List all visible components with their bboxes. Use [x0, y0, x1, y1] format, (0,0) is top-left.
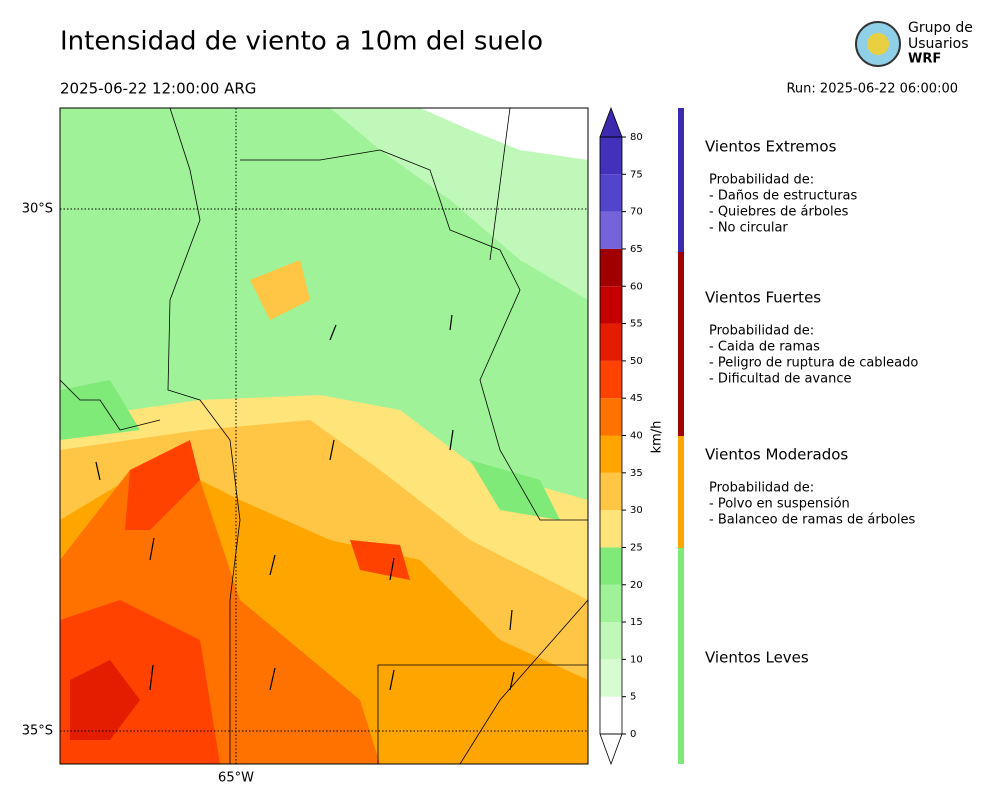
lat-label: 35°S	[22, 724, 53, 739]
colorbar-segment	[600, 472, 622, 511]
colorbar-segment	[600, 435, 622, 473]
colorbar-tick-label: 75	[630, 169, 643, 180]
colorbar-segment	[600, 659, 622, 697]
colorbar-tick-label: 60	[630, 281, 643, 292]
colorbar-label: km/h	[650, 421, 665, 454]
colorbar-segment	[600, 174, 622, 212]
colorbar-segment	[600, 547, 622, 585]
category-item: - Polvo en suspensión	[709, 497, 850, 512]
colorbar: 0 5 10 15 20 25 30 35 40 45 50 55 60 65 70 75 80	[599, 106, 643, 766]
category-title: Vientos Leves	[705, 649, 809, 667]
logo: Grupo de Usuarios WRF	[855, 20, 973, 67]
category-item: - Dificultad de avance	[709, 372, 851, 387]
colorbar-over	[599, 106, 623, 138]
colorbar-tick-label: 15	[630, 617, 643, 628]
colorbar-segment	[600, 248, 622, 287]
colorbar-tick-label: 45	[630, 393, 643, 404]
valid-time: 2025-06-22 12:00:00 ARG	[60, 80, 256, 98]
colorbar-segment	[600, 286, 622, 324]
logo-text: Usuarios	[908, 36, 969, 52]
colorbar-tick-label: 80	[630, 132, 643, 143]
category-item: - Balanceo de ramas de árboles	[709, 513, 915, 528]
category-bar	[678, 548, 684, 764]
colorbar-tick-label: 20	[630, 580, 643, 591]
category-item: - Daños de estructuras	[709, 189, 858, 204]
colorbar-tick-label: 70	[630, 207, 643, 218]
colorbar-tick-label: 65	[630, 244, 643, 255]
category-item: - No circular	[709, 221, 788, 236]
colorbar-segment	[600, 584, 622, 623]
colorbar-segment	[600, 398, 622, 436]
colorbar-tick-label: 25	[630, 542, 643, 553]
colorbar-segment	[600, 323, 622, 361]
colorbar-segment	[600, 622, 622, 660]
category-bar	[678, 252, 684, 436]
category-item: - Peligro de ruptura de cableado	[709, 356, 918, 371]
category-item: - Quiebres de árboles	[709, 205, 849, 220]
colorbar-segment	[600, 360, 622, 399]
category-title: Vientos Moderados	[705, 446, 848, 464]
colorbar-tick-label: 55	[630, 319, 643, 330]
category-heading: Probabilidad de:	[709, 173, 814, 188]
category-title: Vientos Extremos	[705, 138, 837, 156]
logo-text: WRF	[908, 52, 941, 67]
category-title: Vientos Fuertes	[705, 289, 821, 307]
colorbar-segment	[600, 696, 622, 734]
lat-label: 30°S	[22, 202, 53, 217]
lon-label: 65°W	[218, 771, 254, 786]
colorbar-tick-label: 5	[630, 692, 636, 703]
category-item: - Caida de ramas	[709, 340, 820, 355]
colorbar-tick-label: 30	[630, 505, 643, 516]
map-frame	[59, 107, 589, 765]
colorbar-tick-label: 0	[630, 729, 636, 740]
colorbar-segment	[600, 211, 622, 249]
logo-text: Grupo de	[908, 20, 973, 36]
colorbar-segment	[600, 510, 622, 548]
category-bar	[678, 436, 684, 548]
title: Intensidad de viento a 10m del suelo	[60, 27, 543, 57]
wind-map	[60, 108, 588, 764]
category-heading: Probabilidad de:	[709, 324, 814, 339]
colorbar-tick-label: 50	[630, 356, 643, 367]
colorbar-segment	[600, 137, 622, 175]
colorbar-tick-label: 40	[630, 431, 643, 442]
run-time: Run: 2025-06-22 06:00:00	[786, 82, 958, 97]
colorbar-tick-label: 10	[630, 654, 643, 665]
category-bar	[678, 108, 684, 252]
category-heading: Probabilidad de:	[709, 481, 814, 496]
colorbar-tick-label: 35	[630, 468, 643, 479]
colorbar-under	[599, 733, 623, 766]
